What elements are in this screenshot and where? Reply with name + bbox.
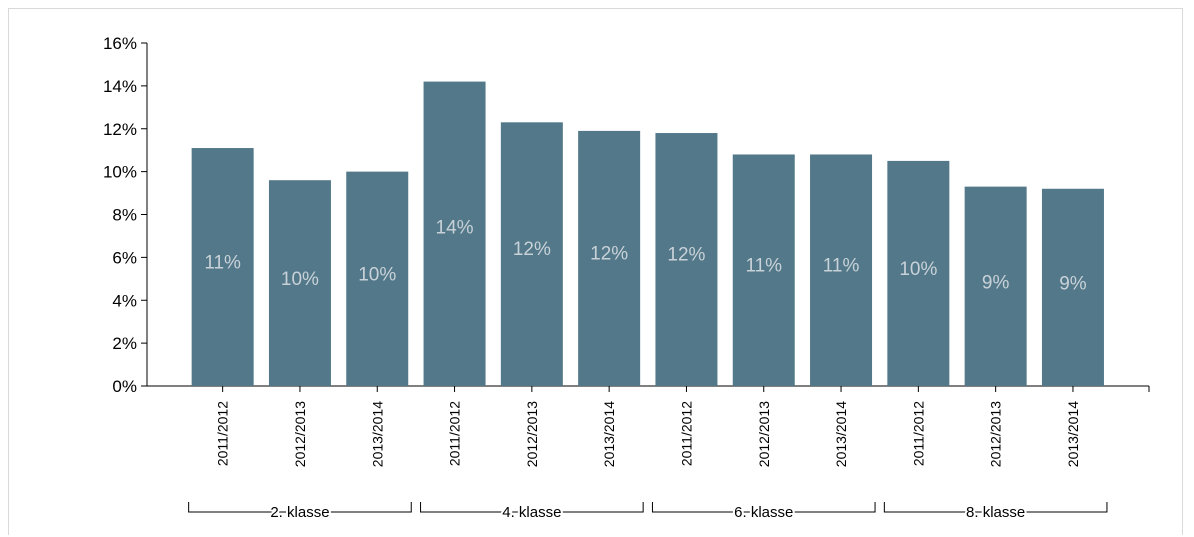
bar [191,148,254,386]
data-label: 11% [745,256,782,277]
data-label: 11% [204,252,241,273]
y-tick-label: 4% [112,291,137,310]
chart-group-brackets: 2. klasse 4. klasse 6. klasse 8. klasse [188,502,1108,523]
group-label: 8. klasse [966,504,1025,521]
data-label: 9% [1059,273,1087,294]
x-tick-label: 2013/2014 [833,401,849,467]
bar [655,133,718,386]
x-tick-label: 2012/2013 [988,401,1004,467]
bar [346,171,409,386]
chart-bars [191,81,1104,387]
x-tick-label: 2011/2012 [215,401,231,466]
y-tick-label: 2% [112,334,137,353]
group-label: 2. klasse [270,504,329,521]
y-tick-label: 10% [103,163,137,182]
data-label: 10% [899,259,937,280]
group-label: 6. klasse [734,504,793,521]
bar [964,186,1027,386]
bar [732,154,795,386]
x-tick-label: 2013/2014 [369,401,385,467]
group-bracket [188,502,412,513]
y-tick-label: 14% [103,77,137,96]
data-label: 9% [982,272,1010,293]
data-label: 12% [590,243,628,264]
data-label: 10% [358,265,396,286]
group-bracket [651,502,876,513]
data-label: 11% [823,256,860,277]
y-tick-label: 0% [112,377,137,396]
data-label: 12% [667,244,705,265]
x-tick-label: 2012/2013 [524,401,540,467]
bar [810,154,873,386]
bar [268,180,331,386]
y-tick-label: 6% [112,248,137,267]
group-bracket [883,502,1108,513]
bar [500,122,563,386]
x-tick-label: 2013/2014 [601,401,617,467]
bar [887,160,950,386]
group-label: 4. klasse [502,504,561,521]
x-tick-label: 2011/2012 [678,401,694,466]
data-label: 14% [436,218,474,239]
chart-data-labels: 11% 10% 10% 14% 12% 12% 12% 11% 11% 10% 9% 9% [204,218,1086,295]
chart-frame [8,8,1183,535]
x-tick-label: 2013/2014 [1065,401,1081,467]
chart-x-ticks: 2011/2012 2012/2013 2013/2014 2011/2012 2012… [215,401,1081,467]
bar [1041,188,1104,386]
x-tick-label: 2012/2013 [292,401,308,467]
group-bracket [420,502,644,513]
bar [423,81,486,387]
x-tick-label: 2011/2012 [447,401,463,466]
y-tick-label: 16% [103,34,137,53]
x-tick-label: 2012/2013 [756,401,772,467]
data-label: 10% [281,269,319,290]
x-tick-label: 2011/2012 [910,401,926,466]
bar [578,130,641,386]
y-tick-label: 12% [103,120,137,139]
data-label: 12% [513,239,551,260]
y-tick-label: 8% [112,206,137,225]
